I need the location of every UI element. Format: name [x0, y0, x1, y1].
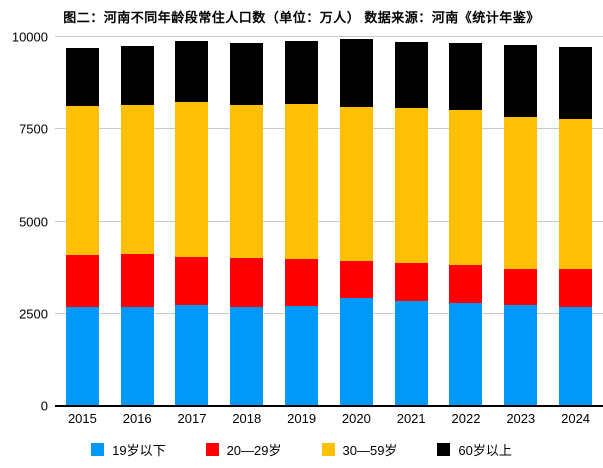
legend-label: 60岁以上: [458, 443, 512, 458]
bar-segment-2018-19岁以下: [230, 306, 264, 406]
bar-segment-2015-60岁以上: [65, 48, 99, 106]
bar-column-2022: [439, 37, 494, 406]
bar-segment-2020-19岁以下: [339, 297, 373, 406]
bar-2020: [339, 37, 373, 406]
bar-column-2023: [493, 37, 548, 406]
bar-segment-2019-20—29岁: [285, 259, 319, 307]
bar-segment-2021-19岁以下: [394, 301, 428, 406]
x-tick-label-2022: 2022: [451, 411, 481, 426]
bar-segment-2017-30—59岁: [175, 102, 209, 257]
bar-segment-2022-30—59岁: [449, 110, 483, 265]
gridline-10000: [55, 36, 603, 37]
y-axis: 0 2500 5000 7500 10000: [0, 31, 48, 413]
bar-2016: [120, 37, 154, 406]
bar-segment-2024-19岁以下: [559, 307, 593, 406]
x-axis-line: [55, 405, 603, 407]
bar-segment-2017-60岁以上: [175, 41, 209, 103]
x-tick-label-2019: 2019: [287, 411, 317, 426]
bar-column-2015: [55, 37, 110, 406]
bar-segment-2023-20—29岁: [504, 268, 538, 306]
legend-swatch-icon: [437, 443, 451, 456]
x-tick-label-2024: 2024: [561, 411, 591, 426]
bar-segment-2024-60岁以上: [559, 46, 593, 119]
bar-segment-2024-30—59岁: [559, 118, 593, 270]
y-tick-label-2500: 2500: [19, 306, 48, 322]
bar-2015: [65, 37, 99, 406]
legend-swatch-icon: [205, 443, 219, 456]
bar-column-2018: [219, 37, 274, 406]
bar-segment-2019-60岁以上: [285, 40, 319, 105]
legend-label: 19岁以下: [112, 443, 166, 458]
bar-segment-2020-60岁以上: [339, 38, 373, 108]
bar-segment-2018-20—29岁: [230, 258, 264, 307]
plot-area: [55, 36, 603, 407]
gridline-2500: [55, 312, 603, 314]
bar-segment-2023-19岁以下: [504, 305, 538, 406]
legend-label: 30—59岁: [342, 443, 398, 458]
gridline-7500: [55, 128, 603, 130]
bar-segment-2016-19岁以下: [120, 306, 154, 406]
y-tick-label-0: 0: [40, 398, 48, 414]
bar-segment-2017-19岁以下: [175, 305, 209, 406]
bar-segment-2020-30—59岁: [339, 107, 373, 261]
bar-segment-2022-20—29岁: [449, 264, 483, 303]
legend-item-3: 60岁以上: [437, 440, 512, 459]
legend-item-2: 30—59岁: [321, 440, 398, 459]
bar-segment-2019-30—59岁: [285, 104, 319, 260]
bar-segment-2015-20—29岁: [65, 255, 99, 308]
bar-column-2019: [274, 37, 329, 406]
bar-segment-2018-60岁以上: [230, 42, 264, 105]
bars-container: [55, 37, 603, 406]
bar-column-2017: [165, 37, 220, 406]
gridline-5000: [55, 220, 603, 222]
bar-2022: [449, 37, 483, 406]
bar-segment-2024-20—29岁: [559, 269, 593, 308]
bar-column-2021: [384, 37, 439, 406]
y-tick-label-5000: 5000: [19, 214, 48, 229]
bar-segment-2023-30—59岁: [504, 117, 538, 269]
bar-column-2016: [110, 37, 165, 406]
legend-item-0: 19岁以下: [91, 440, 166, 459]
bar-2018: [230, 37, 264, 406]
x-tick-label-2018: 2018: [232, 411, 262, 426]
bar-segment-2016-30—59岁: [120, 105, 154, 255]
bar-segment-2016-60岁以上: [120, 45, 154, 106]
bar-column-2020: [329, 37, 384, 406]
bar-segment-2023-60岁以上: [504, 45, 538, 118]
x-tick-label-2017: 2017: [177, 411, 207, 426]
bar-segment-2021-60岁以上: [394, 42, 428, 109]
bar-segment-2021-30—59岁: [394, 108, 428, 264]
y-tick-label-10000: 10000: [11, 29, 48, 45]
x-tick-label-2016: 2016: [122, 411, 152, 426]
x-axis-labels: 2015 2016 2017 2018 2019 2020 2021 2022 2023 2024: [55, 411, 603, 426]
bar-2019: [285, 37, 319, 406]
y-tick-label-7500: 7500: [19, 121, 48, 137]
legend-swatch-icon: [321, 443, 335, 456]
bar-segment-2022-19岁以下: [449, 302, 483, 406]
bar-segment-2019-19岁以下: [285, 306, 319, 406]
bar-segment-2015-30—59岁: [65, 105, 99, 256]
bar-segment-2020-20—29岁: [339, 261, 373, 298]
x-tick-label-2020: 2020: [341, 411, 371, 426]
bar-2017: [175, 37, 209, 406]
legend-label: 20—29岁: [226, 443, 282, 458]
bar-2021: [394, 37, 428, 406]
bar-segment-2022-60岁以上: [449, 42, 483, 111]
x-tick-label-2021: 2021: [396, 411, 426, 426]
legend-item-1: 20—29岁: [205, 440, 282, 459]
bar-segment-2018-30—59岁: [230, 104, 264, 259]
legend-swatch-icon: [91, 443, 105, 456]
x-tick-label-2023: 2023: [506, 411, 536, 426]
bar-2023: [504, 37, 538, 406]
x-tick-label-2015: 2015: [67, 411, 97, 426]
bar-column-2024: [548, 37, 603, 406]
chart-title: 图二：河南不同年龄段常住人口数（单位：万人） 数据来源：河南《统计年鉴》: [63, 10, 540, 25]
bar-2024: [559, 37, 593, 406]
bar-segment-2016-20—29岁: [120, 254, 154, 307]
bar-segment-2021-20—29岁: [394, 263, 428, 302]
bar-segment-2017-20—29岁: [175, 256, 209, 306]
bar-segment-2015-19岁以下: [65, 307, 99, 406]
legend: 19岁以下 20—29岁 30—59岁 60岁以上: [0, 440, 603, 459]
